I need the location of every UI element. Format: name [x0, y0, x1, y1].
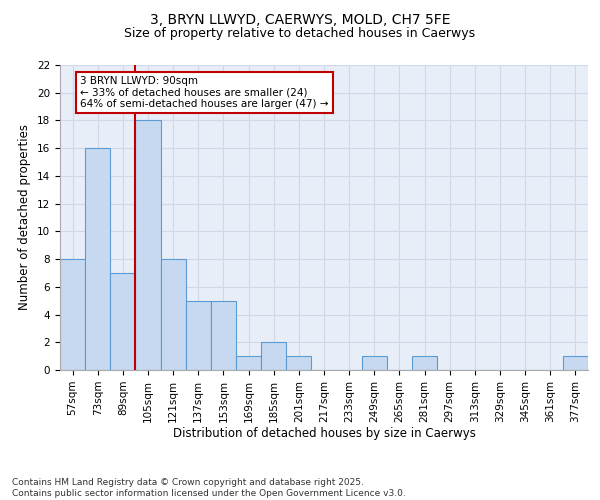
Bar — [563, 356, 588, 370]
Bar — [261, 342, 286, 370]
Bar — [362, 356, 387, 370]
Bar — [236, 356, 261, 370]
Bar — [161, 259, 186, 370]
Text: 3, BRYN LLWYD, CAERWYS, MOLD, CH7 5FE: 3, BRYN LLWYD, CAERWYS, MOLD, CH7 5FE — [150, 12, 450, 26]
Bar — [136, 120, 161, 370]
X-axis label: Distribution of detached houses by size in Caerwys: Distribution of detached houses by size … — [173, 428, 475, 440]
Bar — [60, 259, 85, 370]
Bar — [286, 356, 311, 370]
Text: 3 BRYN LLWYD: 90sqm
← 33% of detached houses are smaller (24)
64% of semi-detach: 3 BRYN LLWYD: 90sqm ← 33% of detached ho… — [80, 76, 329, 110]
Bar — [211, 300, 236, 370]
Text: Size of property relative to detached houses in Caerwys: Size of property relative to detached ho… — [124, 28, 476, 40]
Bar — [186, 300, 211, 370]
Text: Contains HM Land Registry data © Crown copyright and database right 2025.
Contai: Contains HM Land Registry data © Crown c… — [12, 478, 406, 498]
Bar — [110, 273, 136, 370]
Bar — [412, 356, 437, 370]
Bar — [85, 148, 110, 370]
Y-axis label: Number of detached properties: Number of detached properties — [19, 124, 31, 310]
